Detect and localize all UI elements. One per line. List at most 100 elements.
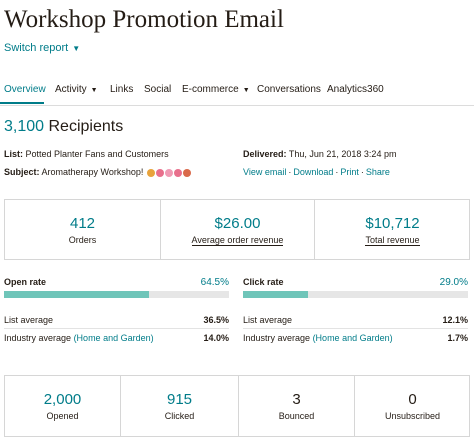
orders-value: 412	[69, 215, 96, 232]
tab-label: Activity	[55, 84, 87, 95]
open-rate-bar	[4, 291, 229, 298]
engagement-stats-card: 2,000 Opened 915 Clicked 3 Bounced 0 Uns…	[4, 375, 470, 437]
bounced-value: 3	[292, 391, 301, 408]
stat-divider	[314, 200, 315, 259]
delivered-value: Thu, Jun 21, 2018 3:24 pm	[288, 149, 397, 159]
click-rate-bar	[243, 291, 468, 298]
flower-emoji-icon	[146, 168, 155, 177]
tab-links[interactable]: Links	[110, 84, 133, 95]
open-industry-average-value: 14.0%	[203, 333, 229, 343]
tab-label: Analytics360	[327, 84, 384, 95]
click-list-average-label: List average	[243, 315, 293, 325]
average-order-revenue-text: Average order revenue	[191, 235, 284, 246]
list-value: Potted Planter Fans and Customers	[25, 149, 169, 159]
action-separator: ·	[288, 167, 292, 177]
flower-emoji-icon	[182, 168, 191, 177]
row-divider	[4, 328, 229, 329]
average-order-revenue-value: $26.00	[214, 215, 261, 232]
open-industry-link[interactable]: (Home and Garden)	[73, 333, 154, 343]
open-industry-average-label: Industry average	[4, 333, 72, 343]
view-email-link[interactable]: View email	[243, 167, 287, 177]
switch-report-label: Switch report	[4, 42, 69, 54]
tab-overview[interactable]: Overview	[4, 84, 46, 95]
click-rate-bar-fill	[243, 291, 309, 298]
average-order-revenue-label: Average order revenue	[161, 235, 314, 246]
list-label: List:	[4, 149, 23, 159]
delivered-label: Delivered:	[243, 149, 287, 159]
tab-label: Conversations	[257, 84, 321, 95]
tab-analytics360[interactable]: Analytics360	[327, 84, 384, 95]
email-actions: View email · Download · Print · Share	[243, 167, 390, 177]
action-separator: ·	[360, 167, 364, 177]
stat-divider	[160, 200, 161, 259]
open-industry-average: Industry average (Home and Garden)	[4, 333, 154, 343]
tab-conversations[interactable]: Conversations	[257, 84, 321, 95]
unsubscribed-value: 0	[408, 391, 417, 408]
tab-label: E-commerce	[182, 84, 239, 95]
total-revenue-text: Total revenue	[365, 235, 420, 246]
delivered-info: Delivered: Thu, Jun 21, 2018 3:24 pm	[243, 149, 396, 159]
bounced-stat: 3 Bounced	[239, 376, 354, 436]
tab-activity[interactable]: Activity ▼	[55, 84, 98, 95]
report-tabs: Overview Activity ▼ Links Social E-commer…	[0, 84, 474, 106]
subject-emoji-icons	[146, 167, 191, 177]
average-order-revenue-stat: $26.00 Average order revenue	[161, 200, 314, 259]
list-info: List: Potted Planter Fans and Customers	[4, 149, 169, 159]
click-list-average-value: 12.1%	[442, 315, 468, 325]
recipients-count: 3,100	[4, 118, 45, 135]
orders-stat: 412 Orders	[5, 200, 160, 259]
click-industry-average-value: 1.7%	[447, 333, 468, 343]
total-revenue-value: $10,712	[365, 215, 420, 232]
flower-emoji-icon	[155, 168, 164, 177]
chevron-down-icon: ▼	[242, 87, 250, 94]
subject-label: Subject:	[4, 167, 40, 177]
flower-emoji-icon	[164, 168, 173, 177]
clicked-value: 915	[166, 391, 193, 408]
click-industry-average: Industry average (Home and Garden)	[243, 333, 393, 343]
ecommerce-stats-card: 412 Orders $26.00 Average order revenue …	[4, 199, 470, 260]
tab-ecommerce[interactable]: E-commerce ▼	[182, 84, 250, 95]
print-link[interactable]: Print	[340, 167, 359, 177]
opened-value: 2,000	[43, 391, 82, 408]
click-rate-value: 29.0%	[439, 277, 468, 288]
bounced-label: Bounced	[278, 411, 315, 421]
recipients-heading: 3,100 Recipients	[4, 118, 123, 136]
subject-value: Aromatherapy Workshop!	[41, 167, 144, 177]
subject-info: Subject: Aromatherapy Workshop!	[4, 167, 191, 177]
row-divider	[243, 328, 468, 329]
stat-divider	[120, 376, 121, 436]
open-rate-label: Open rate	[4, 277, 47, 287]
share-link[interactable]: Share	[365, 167, 390, 177]
open-rate-bar-fill	[4, 291, 150, 298]
campaign-title: Workshop Promotion Email	[4, 6, 284, 33]
switch-report-dropdown[interactable]: Switch report ▼	[4, 42, 80, 54]
tab-label: Links	[110, 84, 134, 95]
open-list-average-label: List average	[4, 315, 54, 325]
tab-label: Overview	[4, 84, 46, 95]
tab-label: Social	[144, 84, 172, 95]
total-revenue-stat: $10,712 Total revenue	[315, 200, 470, 259]
open-rate-value: 64.5%	[200, 277, 229, 288]
tab-social[interactable]: Social	[144, 84, 171, 95]
opened-stat: 2,000 Opened	[5, 376, 120, 436]
tabs-divider	[0, 105, 474, 106]
active-tab-indicator	[0, 102, 44, 104]
click-rate-label: Click rate	[243, 277, 284, 287]
stat-divider	[354, 376, 355, 436]
clicked-label: Clicked	[164, 411, 195, 421]
stat-divider	[238, 376, 239, 436]
chevron-down-icon: ▼	[90, 87, 98, 94]
recipients-label: Recipients	[48, 118, 124, 135]
clicked-stat: 915 Clicked	[121, 376, 238, 436]
orders-label: Orders	[68, 235, 97, 245]
opened-label: Opened	[46, 411, 79, 421]
click-industry-link[interactable]: (Home and Garden)	[312, 333, 393, 343]
chevron-down-icon: ▼	[72, 44, 81, 53]
flower-emoji-icon	[173, 168, 182, 177]
click-industry-average-label: Industry average	[243, 333, 311, 343]
action-separator: ·	[335, 167, 339, 177]
unsubscribed-label: Unsubscribed	[384, 411, 441, 421]
total-revenue-label: Total revenue	[315, 235, 470, 246]
download-link[interactable]: Download	[293, 167, 334, 177]
open-list-average-value: 36.5%	[203, 315, 229, 325]
